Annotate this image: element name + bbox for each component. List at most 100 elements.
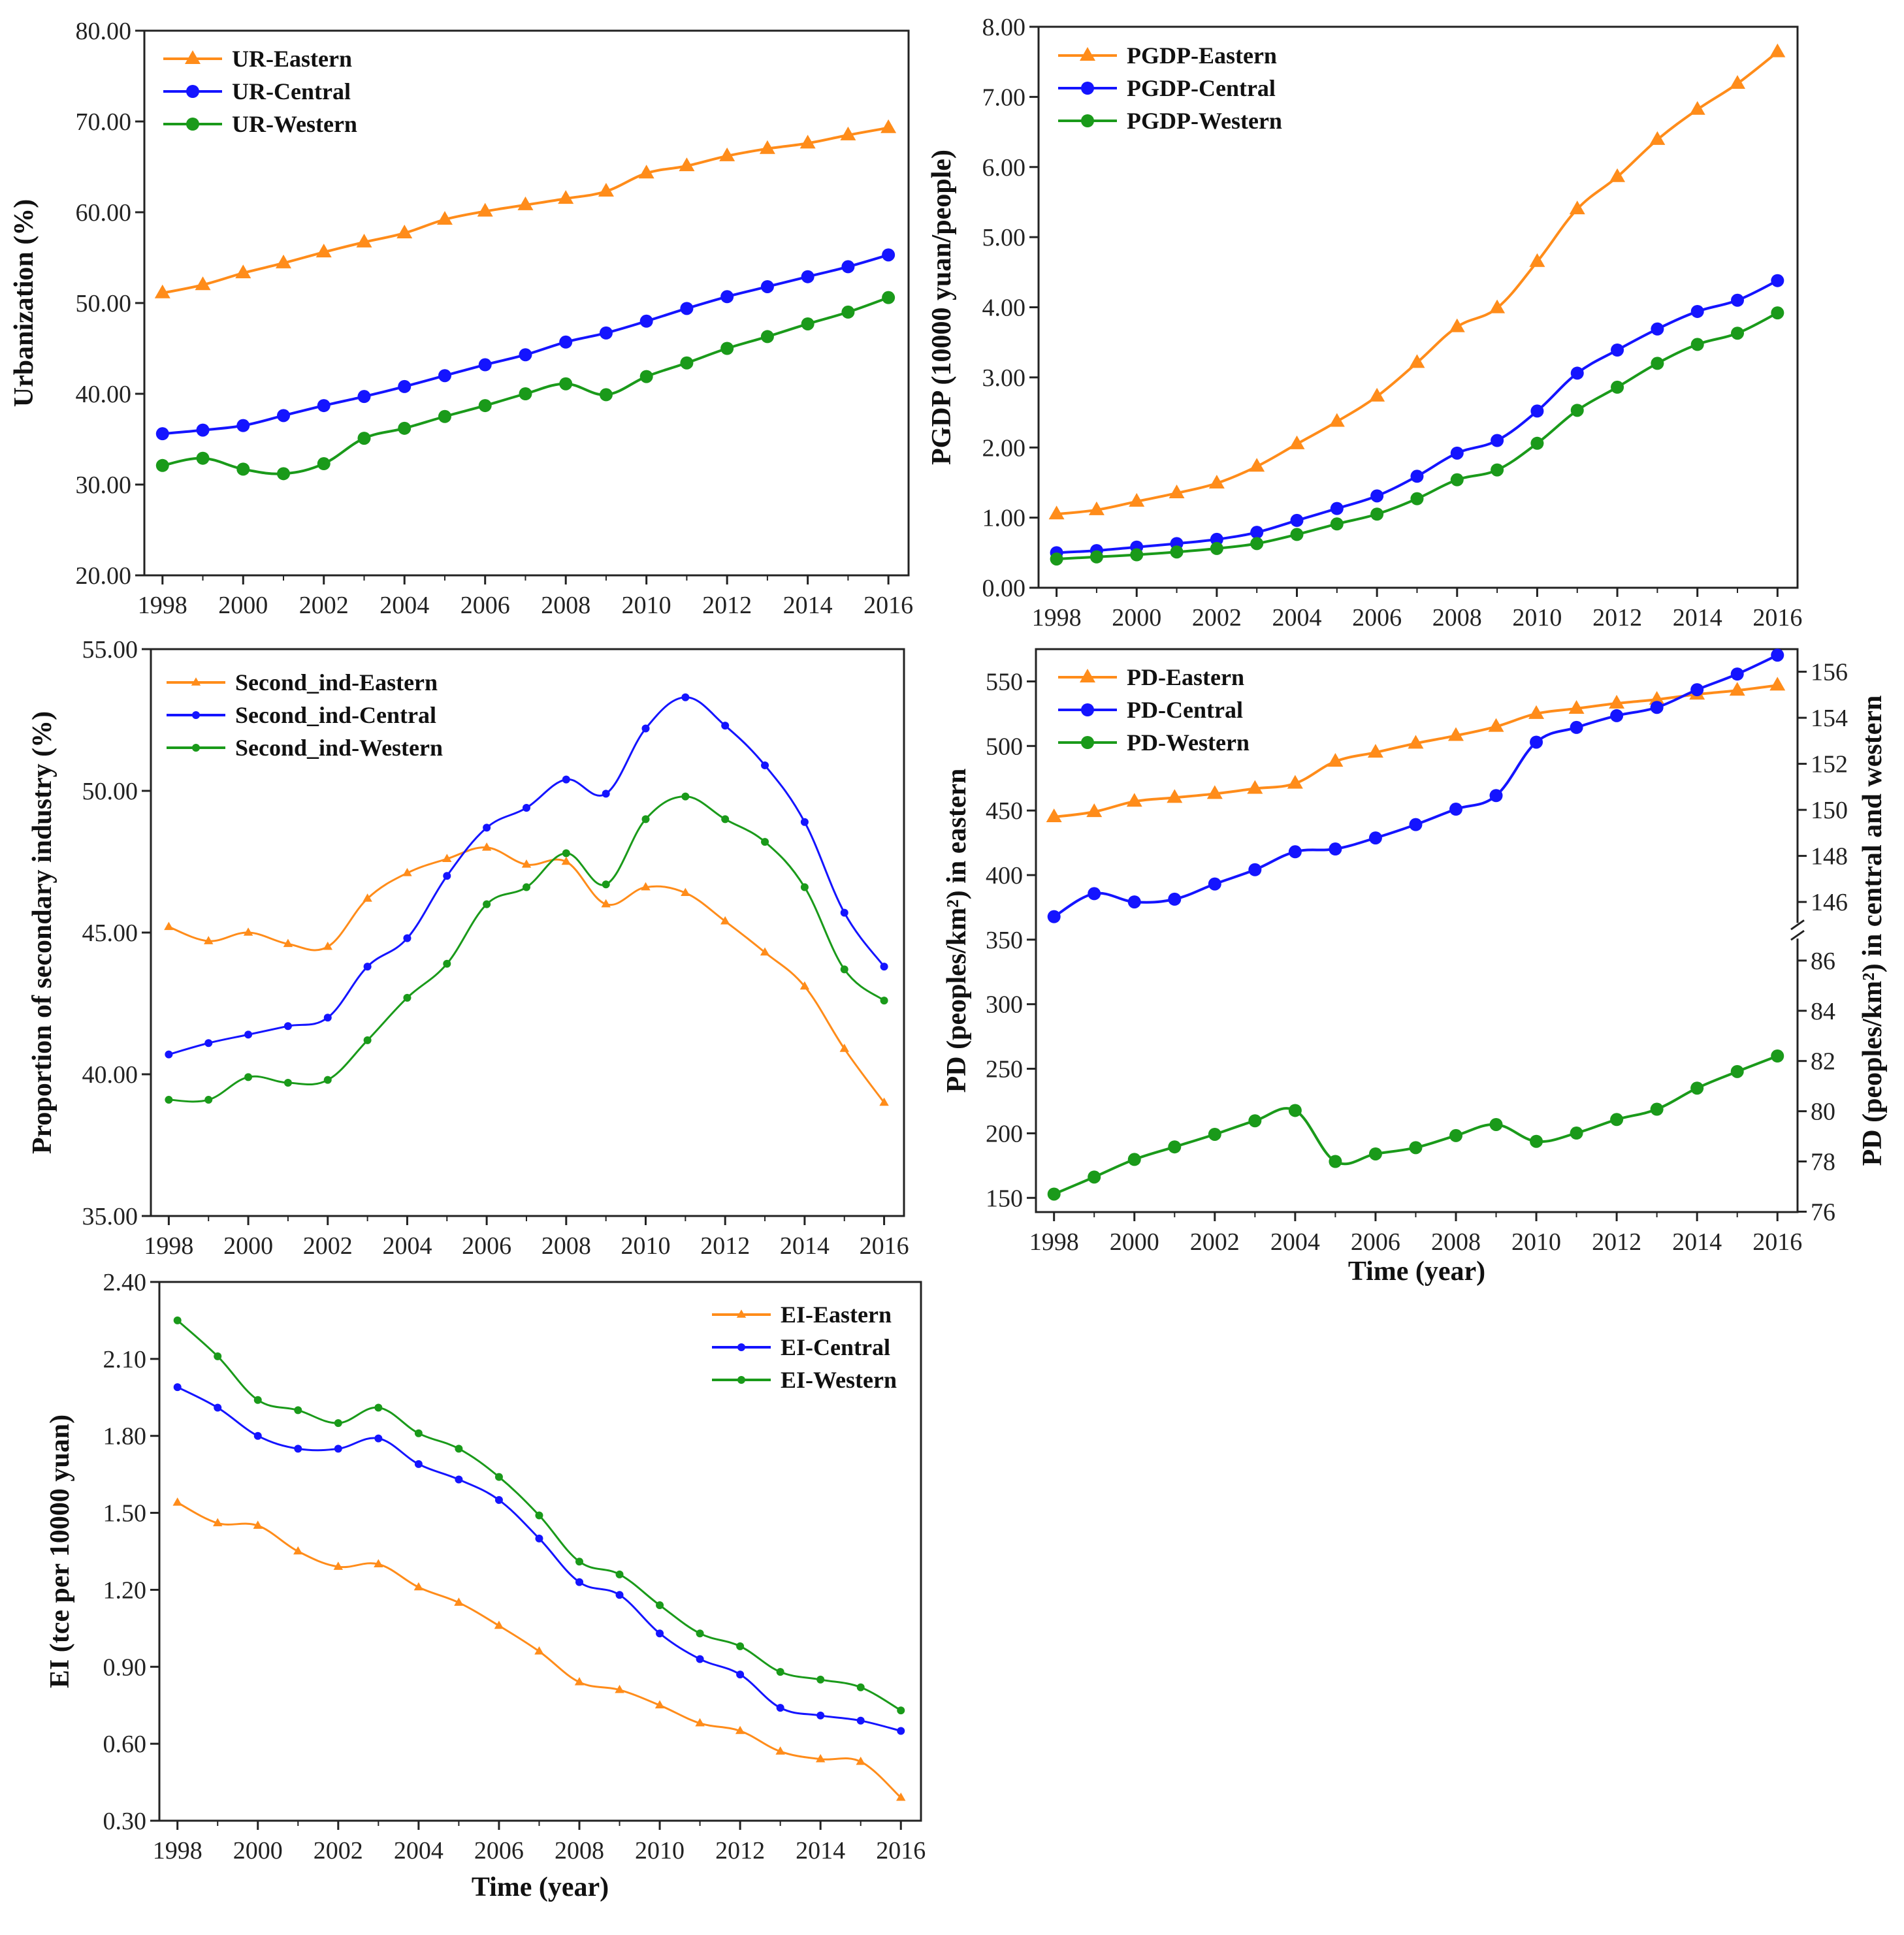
data-point bbox=[1288, 1104, 1302, 1117]
data-point bbox=[1050, 552, 1063, 566]
data-point bbox=[1046, 808, 1062, 823]
series-UR-Western bbox=[155, 291, 896, 481]
x-tick-label: 2006 bbox=[1351, 1228, 1400, 1256]
data-point bbox=[721, 815, 730, 824]
data-point bbox=[760, 947, 770, 956]
series-line bbox=[1056, 279, 1779, 554]
series-Second_ind-Central bbox=[165, 693, 888, 1059]
y-tick-label: 1.20 bbox=[103, 1576, 147, 1604]
legend-item: PD-Central bbox=[1058, 697, 1243, 723]
data-point bbox=[154, 284, 170, 298]
data-point bbox=[559, 335, 573, 349]
data-point bbox=[1047, 1187, 1061, 1201]
data-point bbox=[1489, 299, 1506, 313]
data-point bbox=[1370, 489, 1384, 503]
data-point bbox=[1367, 744, 1383, 758]
data-point bbox=[253, 1520, 263, 1529]
data-point bbox=[696, 1655, 704, 1663]
data-point bbox=[374, 1559, 383, 1567]
legend-item: EI-Central bbox=[712, 1334, 890, 1360]
x-tick-label: 2000 bbox=[1110, 1228, 1159, 1256]
data-point bbox=[494, 1473, 503, 1481]
data-point bbox=[374, 1403, 383, 1412]
series-Second_ind-Western bbox=[165, 792, 888, 1104]
data-point bbox=[615, 1570, 624, 1578]
data-point bbox=[1081, 114, 1094, 127]
data-point bbox=[1208, 475, 1225, 489]
data-point bbox=[1530, 436, 1544, 450]
y-tick-label: 1.80 bbox=[103, 1423, 147, 1450]
data-point bbox=[1650, 701, 1664, 714]
data-point bbox=[1250, 537, 1264, 551]
data-point bbox=[735, 1725, 745, 1735]
x-tick-label: 2012 bbox=[700, 1232, 750, 1260]
data-point bbox=[561, 856, 572, 865]
data-point bbox=[283, 1022, 292, 1031]
data-point bbox=[236, 419, 250, 432]
x-tick-label: 2010 bbox=[1512, 604, 1562, 632]
legend-label: PD-Central bbox=[1127, 697, 1243, 723]
series-EI-Western bbox=[173, 1316, 905, 1715]
data-point bbox=[615, 1684, 624, 1693]
series-line bbox=[162, 296, 889, 475]
data-point bbox=[815, 1753, 826, 1763]
legend-item: EI-Eastern bbox=[712, 1302, 892, 1328]
data-point bbox=[1168, 892, 1182, 906]
data-point bbox=[519, 348, 532, 362]
data-point bbox=[800, 818, 809, 826]
data-point bbox=[1208, 877, 1221, 891]
data-point bbox=[192, 711, 200, 719]
data-point bbox=[478, 399, 492, 413]
data-point bbox=[882, 291, 896, 304]
data-point bbox=[656, 1601, 664, 1609]
series-line bbox=[177, 1386, 901, 1732]
y-right-tick-label: 84 bbox=[1811, 998, 1835, 1025]
data-point bbox=[1289, 435, 1305, 449]
x-tick-label: 2008 bbox=[1432, 604, 1482, 632]
y-tick-label: 0.30 bbox=[103, 1808, 147, 1835]
x-tick-label: 2004 bbox=[1272, 604, 1322, 632]
data-point bbox=[599, 326, 613, 340]
data-point bbox=[442, 854, 452, 862]
data-point bbox=[562, 775, 570, 784]
y-tick-label: 20.00 bbox=[76, 562, 132, 590]
data-point bbox=[1409, 354, 1425, 368]
legend-item: UR-Western bbox=[163, 111, 357, 137]
data-point bbox=[253, 1396, 262, 1404]
data-point bbox=[1611, 343, 1624, 357]
data-point bbox=[356, 233, 372, 248]
data-point bbox=[1651, 322, 1664, 336]
y-tick-label: 40.00 bbox=[76, 381, 132, 408]
data-point bbox=[1408, 735, 1424, 749]
data-point bbox=[602, 880, 610, 889]
data-point bbox=[398, 379, 411, 393]
data-point bbox=[1250, 526, 1264, 539]
plot-frame bbox=[158, 1281, 922, 1822]
data-point bbox=[1610, 709, 1624, 722]
data-point bbox=[1409, 1141, 1423, 1155]
legend-label: PGDP-Eastern bbox=[1127, 42, 1277, 69]
data-point bbox=[1530, 1134, 1543, 1148]
y-tick-label: 500 bbox=[986, 733, 1023, 760]
x-tick-label: 2012 bbox=[1592, 604, 1642, 632]
series-line bbox=[1053, 654, 1779, 918]
y-tick-label: 50.00 bbox=[76, 290, 132, 317]
data-point bbox=[840, 126, 856, 140]
y-tick-label: 450 bbox=[986, 797, 1023, 825]
y-tick-label: 30.00 bbox=[76, 472, 132, 499]
y-right-tick-label: 156 bbox=[1811, 659, 1848, 686]
data-point bbox=[363, 893, 372, 902]
y-tick-label: 4.00 bbox=[982, 295, 1026, 322]
chart-pd: 1998 2000 2002 2004 2006 2008 2010 2012 2014 2016… bbox=[942, 648, 1888, 1287]
x-tick-label: 2014 bbox=[783, 592, 833, 619]
data-point bbox=[323, 941, 332, 950]
data-point bbox=[736, 1671, 745, 1679]
data-point bbox=[522, 883, 530, 891]
y-tick-label: 0.60 bbox=[103, 1731, 147, 1758]
data-point bbox=[333, 1561, 344, 1570]
data-point bbox=[414, 1460, 423, 1468]
data-point bbox=[761, 838, 769, 846]
data-point bbox=[897, 1706, 905, 1715]
data-point bbox=[681, 792, 690, 801]
data-point bbox=[1081, 736, 1094, 749]
